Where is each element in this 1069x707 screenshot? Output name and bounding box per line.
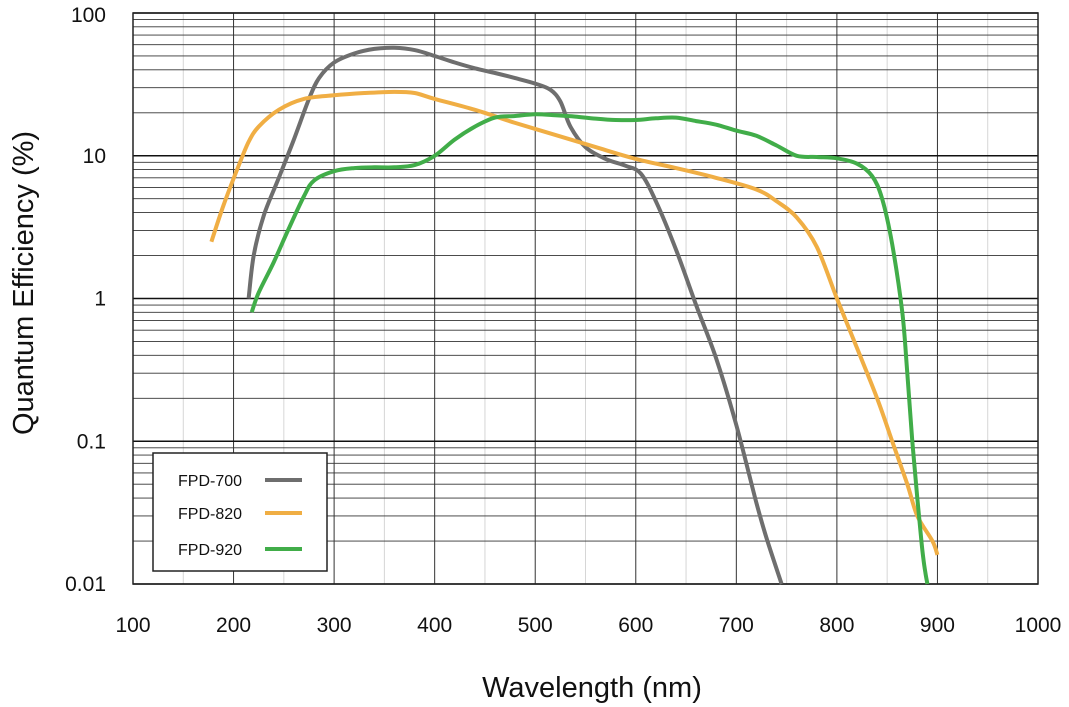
x-tick-label: 700 [719,614,754,637]
y-axis-ticks: 0.01 0.1 1 10 100 [65,4,106,596]
y-tick-label: 0.1 [77,430,106,453]
y-tick-label: 0.01 [65,573,106,596]
y-tick-label: 1 [94,288,106,311]
x-tick-label: 500 [518,614,553,637]
x-tick-label: 800 [819,614,854,637]
x-axis-title: Wavelength (nm) [482,672,702,704]
x-tick-label: 200 [216,614,251,637]
plot-frame [132,12,1039,585]
series-line-fpd-700 [246,45,784,585]
y-tick-label: 100 [71,4,106,27]
x-axis-ticks: 100 200 300 400 500 600 700 800 900 1000 [115,614,1061,637]
x-tick-label: 400 [417,614,452,637]
grid-major-lines [133,12,1038,585]
y-axis-title: Quantum Efficiency (%) [8,131,40,435]
series-layer [209,45,940,585]
x-tick-label: 900 [920,614,955,637]
x-tick-label: 100 [115,614,150,637]
y-tick-label: 10 [83,145,106,168]
series-line-fpd-820 [209,89,940,556]
series-line-fpd-920 [249,112,930,585]
legend-label-fpd-700: FPD-700 [178,473,242,490]
x-tick-label: 300 [317,614,352,637]
x-tick-label: 1000 [1015,614,1062,637]
x-tick-label: 600 [618,614,653,637]
legend: FPD-700 FPD-820 FPD-920 [152,452,328,572]
legend-label-fpd-820: FPD-820 [178,506,242,523]
legend-label-fpd-920: FPD-920 [178,542,242,559]
